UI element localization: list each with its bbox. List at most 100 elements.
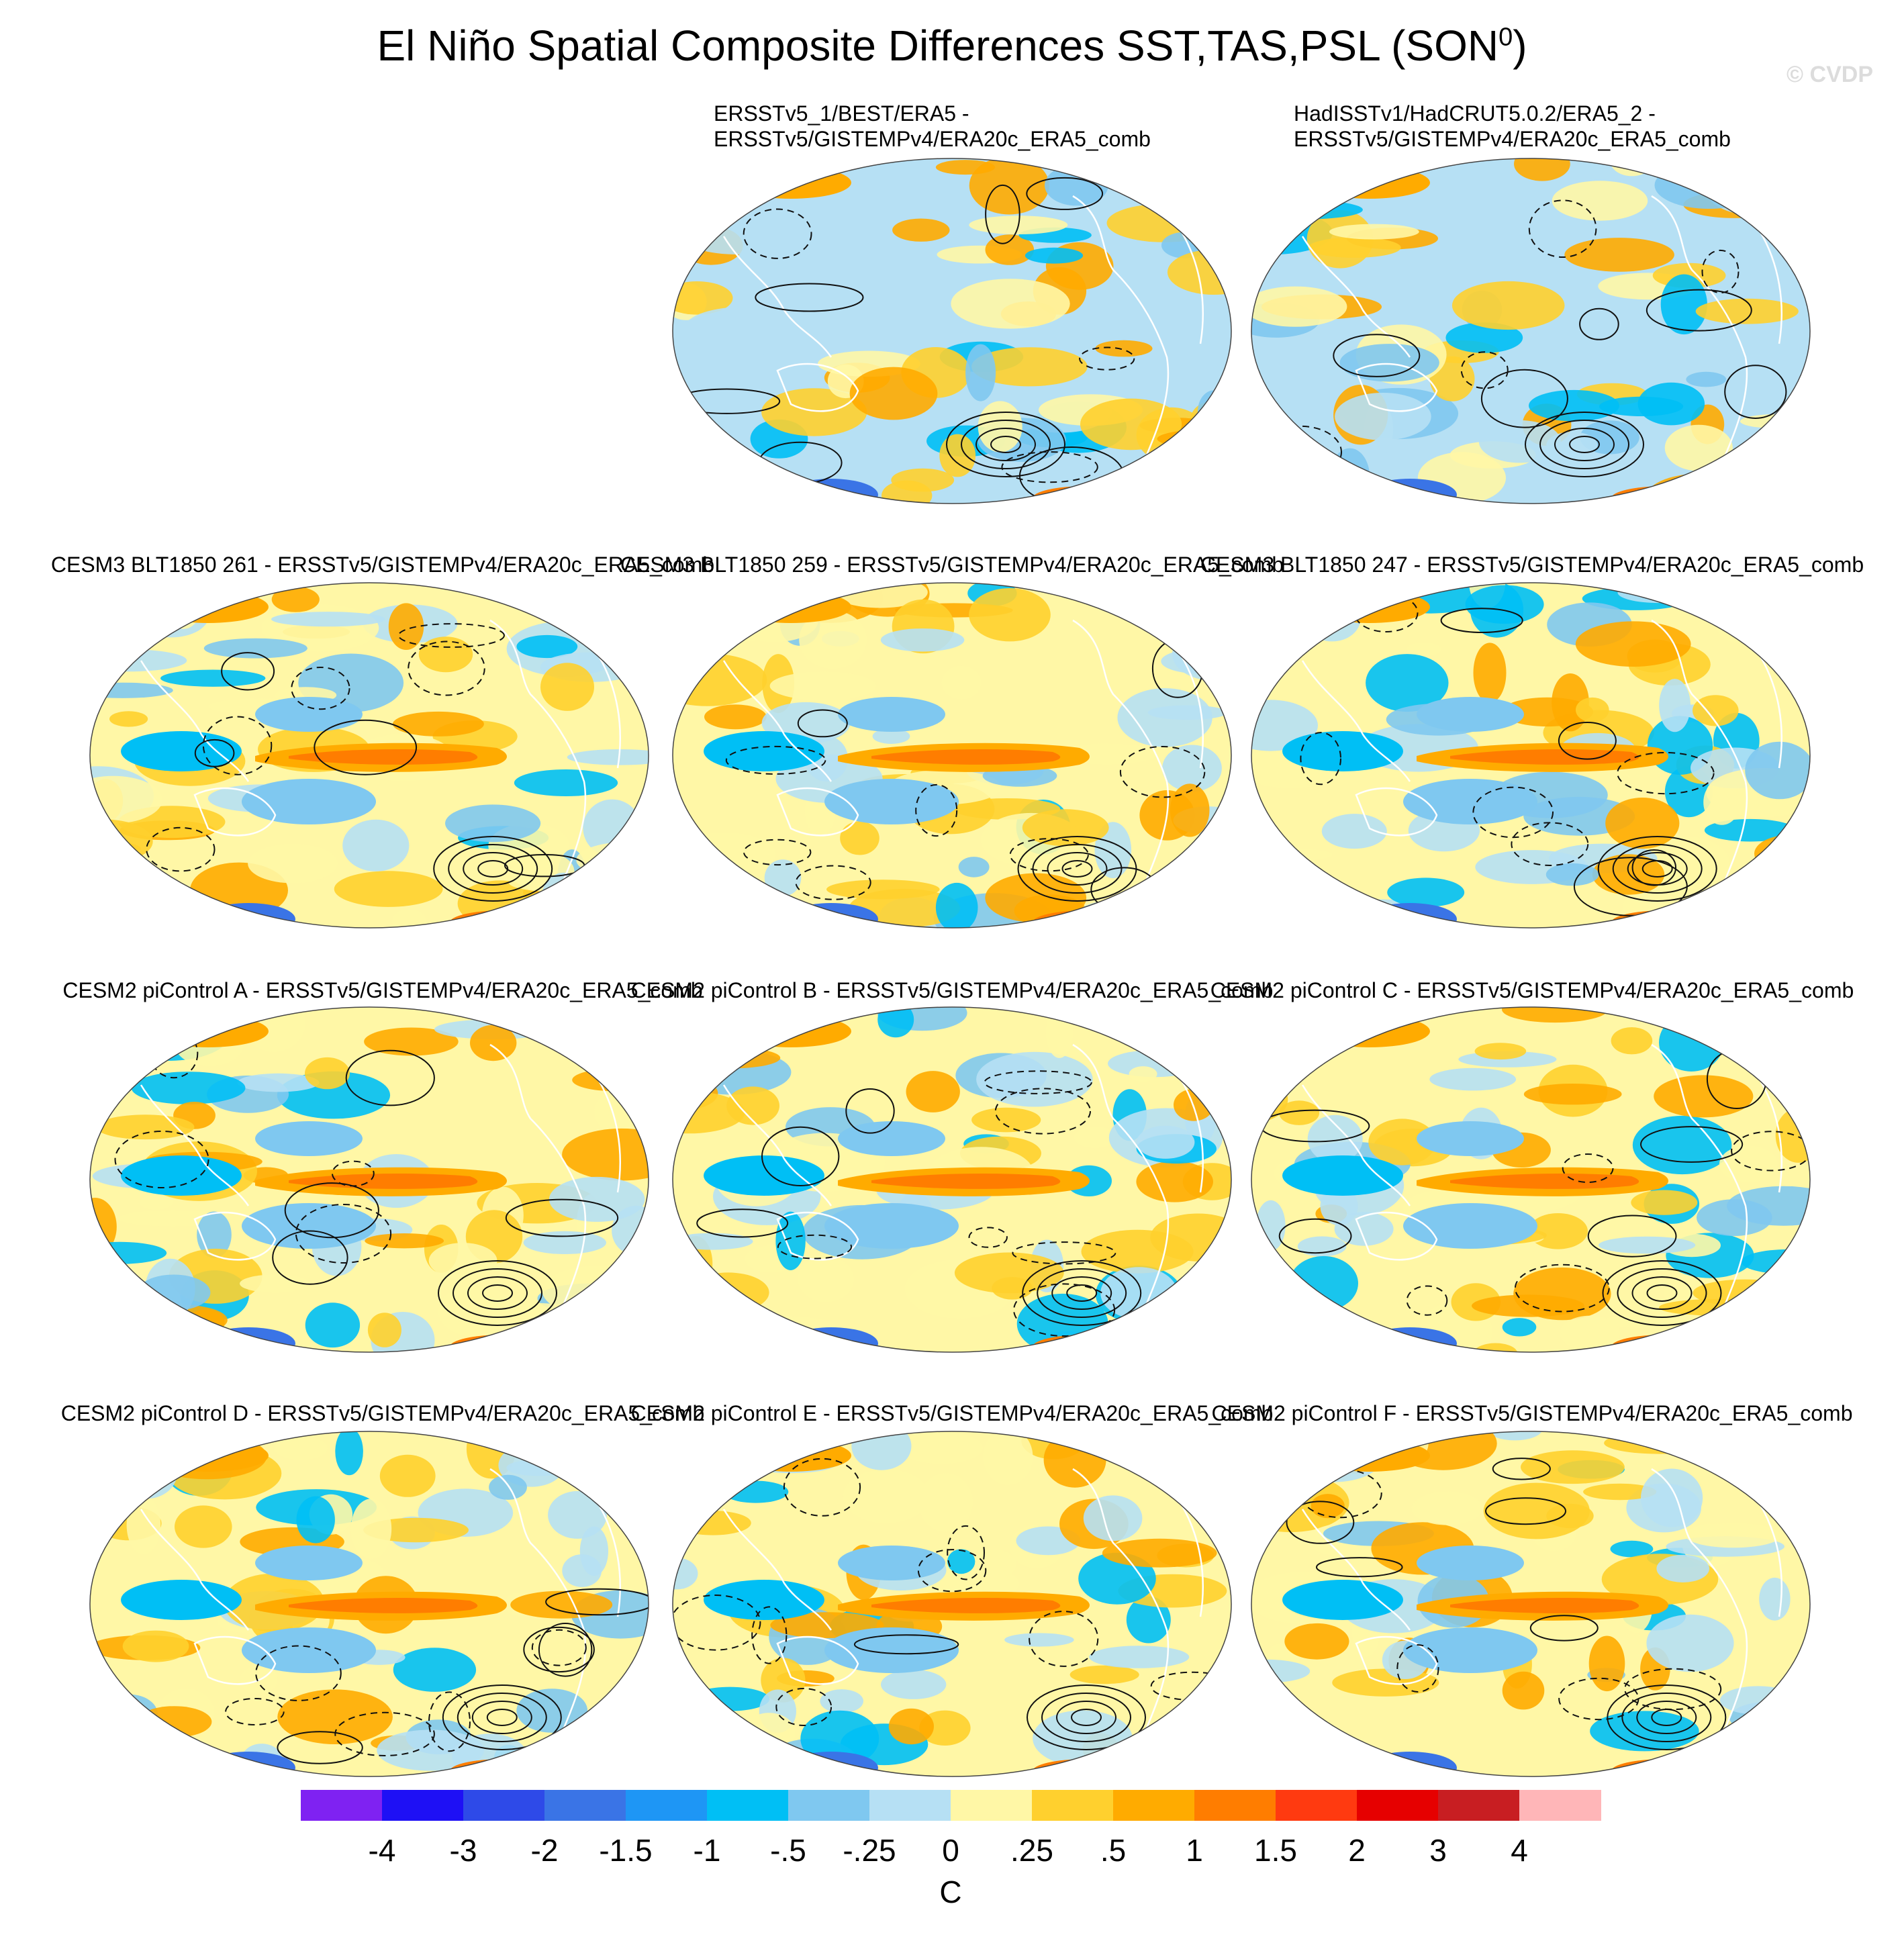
map-panel-p2 — [1251, 158, 1811, 504]
anomaly-blob — [248, 843, 338, 884]
coastline-australia — [1355, 363, 1438, 412]
anomaly-blob — [1660, 274, 1707, 335]
anomaly-blob — [702, 885, 779, 928]
antarctic-warm-core — [1652, 1767, 1705, 1776]
coastline-australia — [1355, 1211, 1438, 1261]
anomaly-blob — [722, 490, 792, 504]
coastline-americas — [1072, 619, 1170, 896]
anomaly-blob — [704, 704, 767, 730]
anomaly-blob — [1487, 1431, 1543, 1441]
anomaly-blob — [543, 1435, 618, 1466]
anomaly-blob — [1251, 875, 1308, 910]
anomaly-blob — [240, 1274, 311, 1293]
colorbar-swatch — [463, 1790, 545, 1821]
anomaly-blob — [574, 1293, 639, 1309]
cool-band-north — [838, 697, 945, 732]
anomaly-blob — [1759, 1577, 1791, 1621]
anomaly-blob — [973, 1550, 1017, 1579]
map-panel-p11 — [1251, 1431, 1811, 1777]
panel-title-p8: CESM2 piControl C - ERSSTv5/GISTEMPv4/ER… — [1210, 978, 1854, 1002]
psl-contour — [538, 1623, 593, 1677]
anomaly-blob — [1685, 1523, 1782, 1548]
anomaly-blob — [1129, 1066, 1157, 1082]
anomaly-blob — [134, 591, 209, 638]
cool-band-south — [242, 779, 376, 824]
anomaly-blob — [1311, 1494, 1345, 1519]
anomaly-blob — [579, 1730, 642, 1754]
anomaly-blob — [849, 367, 938, 420]
coastline-africa — [1179, 229, 1204, 344]
anomaly-blob — [90, 605, 138, 620]
antarctic-warm-core — [1073, 494, 1127, 504]
psl-contour — [1001, 451, 1098, 483]
psl-contour-south-pacific — [1061, 860, 1093, 877]
cool-band-south — [242, 1627, 376, 1673]
map-panel-p3 — [89, 582, 649, 929]
warm-tongue-core — [871, 749, 1061, 765]
psl-contour — [673, 1594, 761, 1651]
psl-contour — [783, 1458, 861, 1517]
anomaly-blob — [510, 1590, 613, 1619]
anomaly-blob — [614, 625, 649, 639]
psl-contour — [696, 1208, 789, 1238]
psl-contour-south-pacific — [1627, 852, 1688, 886]
coastline-americas — [1651, 195, 1748, 472]
coastline-americas — [489, 1043, 587, 1321]
anomaly-blob — [1406, 642, 1441, 657]
anomaly-blob — [296, 1496, 335, 1544]
anomaly-blob — [888, 1708, 934, 1745]
anomaly-blob — [445, 804, 541, 843]
coastline-australia — [193, 1635, 277, 1685]
psl-contour — [743, 208, 812, 259]
anomaly-blob — [1297, 1236, 1347, 1257]
cool-pole-west — [121, 1580, 242, 1620]
map-border — [89, 582, 649, 929]
anomaly-blob — [1329, 224, 1419, 240]
colorbar-swatch — [1113, 1790, 1195, 1821]
anomaly-blob — [673, 1035, 727, 1067]
anomaly-blob — [131, 1072, 246, 1104]
psl-contour — [1558, 722, 1617, 760]
coastlines — [722, 1043, 1204, 1321]
psl-contour — [1731, 1131, 1810, 1172]
anomaly-blob — [1251, 200, 1363, 220]
anomaly-blob — [90, 1279, 146, 1326]
coastline-asia — [140, 1084, 250, 1206]
anomaly-blob — [1546, 1503, 1594, 1529]
anomaly-blob — [1167, 1445, 1221, 1490]
anomaly-blob — [715, 1437, 786, 1476]
psl-contour — [1587, 1215, 1677, 1257]
anomaly-blob — [549, 1176, 645, 1222]
antarctic-cold-core — [227, 914, 270, 928]
coastline-asia — [1301, 660, 1411, 782]
arctic-warm-patch — [730, 591, 851, 623]
anomaly-blob — [571, 899, 649, 928]
anomaly-blob — [678, 1431, 726, 1465]
anomaly-blob — [334, 871, 443, 907]
anomaly-blob — [1162, 745, 1222, 792]
antarctic-warm-core — [1652, 918, 1705, 928]
anomaly-blob — [880, 628, 965, 652]
map-border — [1251, 1006, 1811, 1353]
colorbar-tick-label: .5 — [1100, 1833, 1127, 1868]
anomaly-blob — [723, 1480, 789, 1503]
anomaly-blob — [1689, 1758, 1738, 1776]
anomaly-blob — [109, 711, 148, 727]
anomaly-blob — [136, 1706, 212, 1738]
anomaly-blob — [1632, 1115, 1732, 1175]
psl-contour — [1079, 346, 1135, 371]
psl-contours — [225, 1588, 649, 1764]
colorbar-tick-label: -2 — [530, 1833, 559, 1868]
colorbar-swatch — [301, 1790, 383, 1821]
psl-contour-south-pacific — [1612, 844, 1703, 894]
map-panel-p7 — [672, 1006, 1232, 1353]
anomaly-blob — [680, 1302, 765, 1347]
anomaly-blob — [1654, 1075, 1754, 1118]
anomaly-blob — [1729, 583, 1790, 602]
colorbar-tick-label: -.5 — [770, 1833, 806, 1868]
psl-contour-south-pacific — [486, 1709, 518, 1726]
antarctic-warm-core — [1073, 918, 1127, 928]
anomaly-blob — [1136, 1161, 1213, 1202]
coastline-asia — [722, 1509, 832, 1631]
anomaly-blob — [1610, 1540, 1654, 1558]
